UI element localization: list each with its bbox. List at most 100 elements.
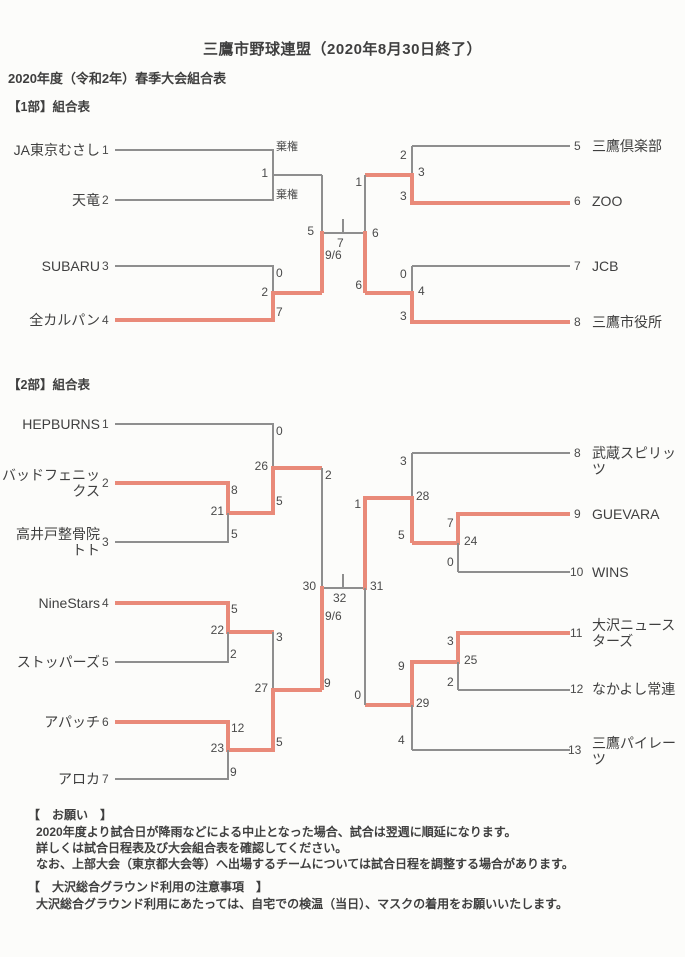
team-seed: 3 (102, 535, 109, 549)
bracket-line-v (457, 543, 459, 572)
team-score: 5 (231, 602, 238, 616)
match-number: 1 (261, 166, 268, 180)
team-seed: 5 (102, 655, 109, 669)
bracket-line-v (227, 750, 229, 779)
team-seed: 6 (102, 715, 109, 729)
champion-tick (342, 219, 344, 233)
team-seed: 9 (574, 507, 581, 521)
division2-label: 【2部】組合表 (8, 378, 90, 392)
match-number: 29 (416, 696, 430, 710)
bracket-line-h (115, 149, 274, 151)
team-seed: 12 (570, 682, 584, 696)
team-score: 7 (276, 305, 283, 319)
match-number: 24 (464, 534, 478, 548)
team-name: GUEVARA (592, 506, 660, 522)
team-name: NineStars (38, 595, 100, 611)
match-score: 5 (398, 528, 405, 542)
bracket-line-v (272, 150, 274, 200)
page-title: 三鷹市野球連盟（2020年8月30日終了） (203, 41, 482, 58)
bracket-line-v (410, 496, 414, 543)
team-seed: 2 (102, 476, 109, 490)
champion-tick (342, 574, 344, 588)
bracket-line-h (115, 541, 229, 543)
bracket-line-h (365, 173, 412, 177)
note-request-line: 2020年度より試合日が降雨などによる中止となった場合、試合は翌週に順延になりま… (36, 825, 517, 839)
team-score: 3 (400, 189, 407, 203)
team-name: 三鷹倶楽部 (592, 138, 662, 154)
bracket-line-h (365, 291, 412, 295)
bracket-line-v (226, 481, 230, 515)
team-score: 5 (231, 527, 238, 541)
match-score: 5 (276, 494, 283, 508)
team-name: JCB (592, 258, 619, 274)
bracket-line-h (115, 601, 229, 605)
bracket-line-v (320, 586, 324, 690)
team-score: 棄権 (276, 141, 298, 153)
match-number: 21 (210, 504, 224, 518)
match-score: 1 (354, 497, 361, 511)
bracket-line-h (458, 631, 570, 635)
match-score: 6 (355, 278, 362, 292)
team-name: ストッパーズ (16, 654, 100, 670)
note-request-heading: 【 お願い 】 (28, 808, 113, 822)
team-name: 三鷹パイレーツ (592, 735, 676, 767)
final-date: 9/6 (325, 248, 342, 262)
team-name: なかよし常連 (592, 681, 676, 697)
team-seed: 13 (568, 743, 582, 757)
team-score: 0 (276, 266, 283, 280)
match-number: 4 (418, 284, 425, 298)
match-score: 3 (276, 630, 283, 644)
team-score: 8 (231, 483, 238, 497)
bracket-line-h (115, 720, 229, 724)
bracket-line-h (115, 481, 229, 485)
bracket-line-h (115, 423, 274, 425)
bracket-line-h (458, 512, 570, 516)
team-score: 棄権 (276, 189, 298, 201)
match-score: 5 (276, 735, 283, 749)
team-seed: 11 (570, 626, 583, 640)
team-seed: 1 (102, 143, 109, 157)
match-score: 9 (324, 676, 331, 690)
team-name: ZOO (592, 193, 623, 209)
bracket-line-v (271, 466, 275, 515)
team-score: 4 (398, 733, 405, 747)
team-score: 3 (400, 454, 407, 468)
team-score: 2 (447, 675, 454, 689)
bracket-line-h (115, 778, 229, 780)
match-number: 25 (464, 653, 478, 667)
bracket-line-v (226, 720, 230, 752)
match-number: 26 (254, 459, 268, 473)
team-seed: 7 (102, 772, 109, 786)
bracket-line-v (272, 424, 274, 468)
final-match-number: 32 (333, 591, 347, 605)
team-score: 0 (400, 267, 407, 281)
bracket-line-h (322, 232, 365, 234)
bracket-line-v (271, 291, 275, 322)
bracket-line-h (412, 660, 458, 664)
team-seed: 8 (574, 446, 581, 460)
bracket-line-h (412, 145, 570, 147)
team-name: 天竜 (72, 192, 100, 208)
team-seed: 7 (574, 259, 581, 273)
team-score: 0 (447, 555, 454, 569)
bracket-line-h (273, 466, 322, 470)
bracket-line-v (411, 146, 413, 175)
team-name: 大沢ニュースターズ (592, 617, 676, 649)
team-seed: 6 (574, 194, 581, 208)
note-request-line: 詳しくは試合日程表及び大会組合表を確認してください。 (36, 841, 348, 855)
team-score: 12 (231, 721, 245, 735)
team-name: SUBARU (41, 258, 100, 274)
team-name: アロカ (58, 771, 100, 787)
match-number: 6 (372, 226, 379, 240)
bracket-line-v (410, 291, 414, 324)
bracket-line-v (456, 631, 460, 664)
match-number: 23 (210, 741, 224, 755)
team-seed: 2 (102, 193, 109, 207)
team-seed: 4 (102, 313, 109, 327)
bracket-line-h (458, 571, 570, 573)
bracket-line-v (226, 601, 230, 634)
bracket-line-h (412, 201, 570, 205)
bracket-line-v (364, 175, 366, 233)
team-name: WINS (592, 564, 629, 580)
team-name: 高井戸整骨院トト (16, 526, 100, 558)
